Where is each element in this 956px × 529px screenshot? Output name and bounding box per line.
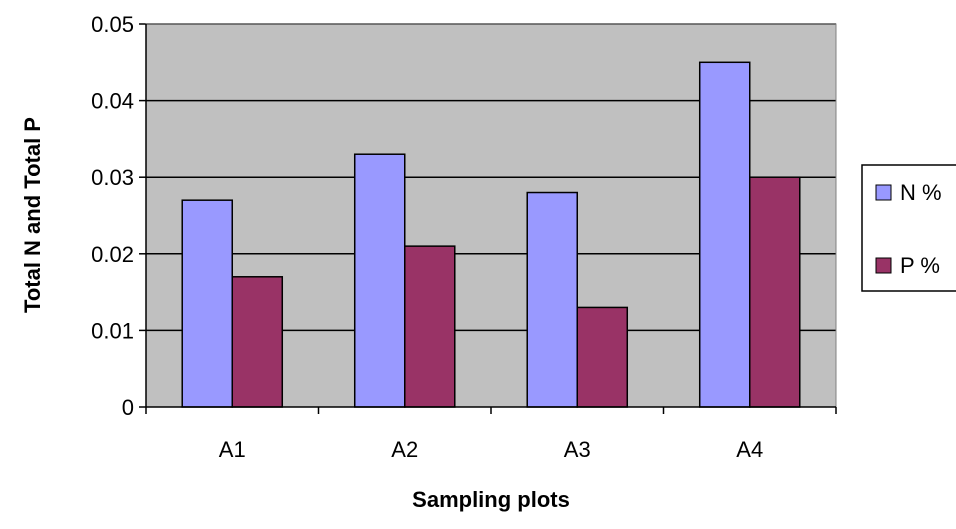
legend-label-p: P %	[900, 253, 940, 278]
legend-swatch-p	[875, 257, 892, 274]
legend: N % P %	[861, 164, 956, 292]
bar-n-a2	[353, 153, 406, 408]
x-axis-title: Sampling plots	[412, 487, 570, 512]
bar-n-a1	[181, 199, 234, 408]
x-tick-label: A1	[219, 437, 246, 462]
y-tick-label: 0	[122, 395, 134, 420]
bar-n-a4	[698, 61, 751, 408]
tick-labels: 0 0.01 0.02 0.03 0.04 0.05 A1 A2 A3 A4	[91, 12, 763, 462]
y-tick-label: 0.02	[91, 242, 134, 267]
bar-p-a2	[404, 245, 456, 408]
x-tick-label: A4	[736, 437, 763, 462]
x-tick-label: A3	[564, 437, 591, 462]
bar-p-a4	[749, 176, 801, 408]
x-tick-label: A2	[391, 437, 418, 462]
bar-p-a3	[576, 306, 629, 408]
y-tick-label: 0.03	[91, 165, 134, 190]
y-tick-label: 0.04	[91, 89, 134, 114]
y-axis-title: Total N and Total P	[20, 117, 45, 313]
axes	[139, 23, 837, 414]
legend-label-n: N %	[900, 180, 942, 205]
y-tick-label: 0.05	[91, 12, 134, 37]
legend-swatch-n	[875, 184, 892, 201]
y-tick-label: 0.01	[91, 318, 134, 343]
bar-p-a1	[231, 276, 284, 408]
bars	[181, 61, 801, 408]
bar-n-a3	[526, 191, 578, 408]
